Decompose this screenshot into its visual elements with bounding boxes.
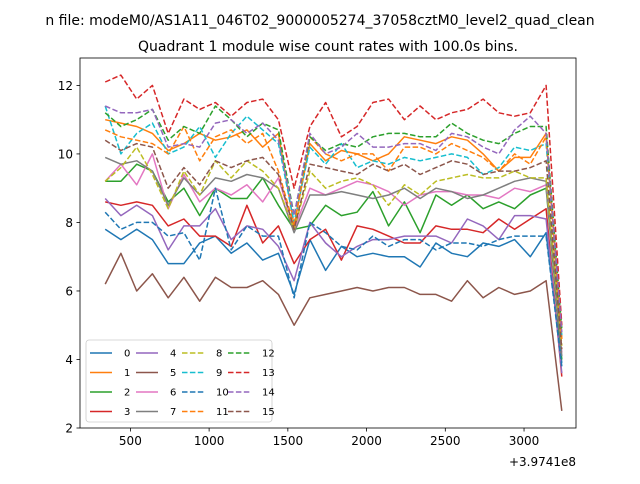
legend-box <box>85 339 273 423</box>
legend-label-14: 14 <box>262 388 275 399</box>
legend-label-2: 2 <box>124 388 130 399</box>
legend-label-11: 11 <box>216 407 229 418</box>
x-tick-label: 2500 <box>430 434 461 448</box>
series-line-3 <box>105 201 563 377</box>
y-tick-label: 4 <box>65 353 73 367</box>
legend-label-12: 12 <box>262 349 275 360</box>
legend-label-7: 7 <box>170 407 176 418</box>
x-tick-label: 1500 <box>273 434 304 448</box>
series-line-7 <box>104 156 563 357</box>
legend-label-5: 5 <box>170 368 176 379</box>
x-axis: 500 1000 1500 2000 2500 3000 <box>119 428 539 448</box>
series-line-2 <box>105 163 563 360</box>
x-offset-label: +3.9741e8 <box>509 455 576 469</box>
y-axis: 2 4 6 8 10 12 <box>58 79 80 436</box>
series-line-14 <box>104 105 563 333</box>
figure-suptitle: n file: modeM0/AS1A11_046T02_9000005274_… <box>45 13 594 29</box>
y-tick-label: 2 <box>65 422 73 436</box>
x-tick-label: 2000 <box>351 434 382 448</box>
chart-title: Quadrant 1 module wise count rates with … <box>138 39 518 55</box>
series-line-10 <box>104 187 563 367</box>
series-line-8 <box>104 146 563 346</box>
x-tick-label: 500 <box>119 434 142 448</box>
series-line-15 <box>104 139 563 350</box>
series-line-9 <box>104 105 563 336</box>
y-tick-label: 10 <box>58 147 73 161</box>
y-tick-label: 6 <box>65 284 73 298</box>
legend-label-10: 10 <box>216 388 229 399</box>
y-tick-label: 12 <box>58 79 73 93</box>
y-tick-label: 8 <box>65 216 73 230</box>
series-line-11 <box>104 125 563 339</box>
x-tick-label: 1000 <box>194 434 225 448</box>
legend-label-15: 15 <box>262 407 275 418</box>
series-line-4 <box>104 197 563 374</box>
series-line-6 <box>104 153 563 353</box>
series-line-5 <box>104 252 563 411</box>
axes-frame <box>79 57 577 429</box>
legend-label-9: 9 <box>216 368 222 379</box>
series-layer <box>104 74 563 411</box>
legend-label-8: 8 <box>216 349 222 360</box>
x-tick-label: 3000 <box>509 434 540 448</box>
legend-label-1: 1 <box>124 368 130 379</box>
legend-label-6: 6 <box>170 388 176 399</box>
legend-label-4: 4 <box>170 349 176 360</box>
series-line-0 <box>104 228 563 363</box>
legend-label-3: 3 <box>124 407 130 418</box>
legend-label-0: 0 <box>124 349 130 360</box>
legend-label-13: 13 <box>262 368 275 379</box>
